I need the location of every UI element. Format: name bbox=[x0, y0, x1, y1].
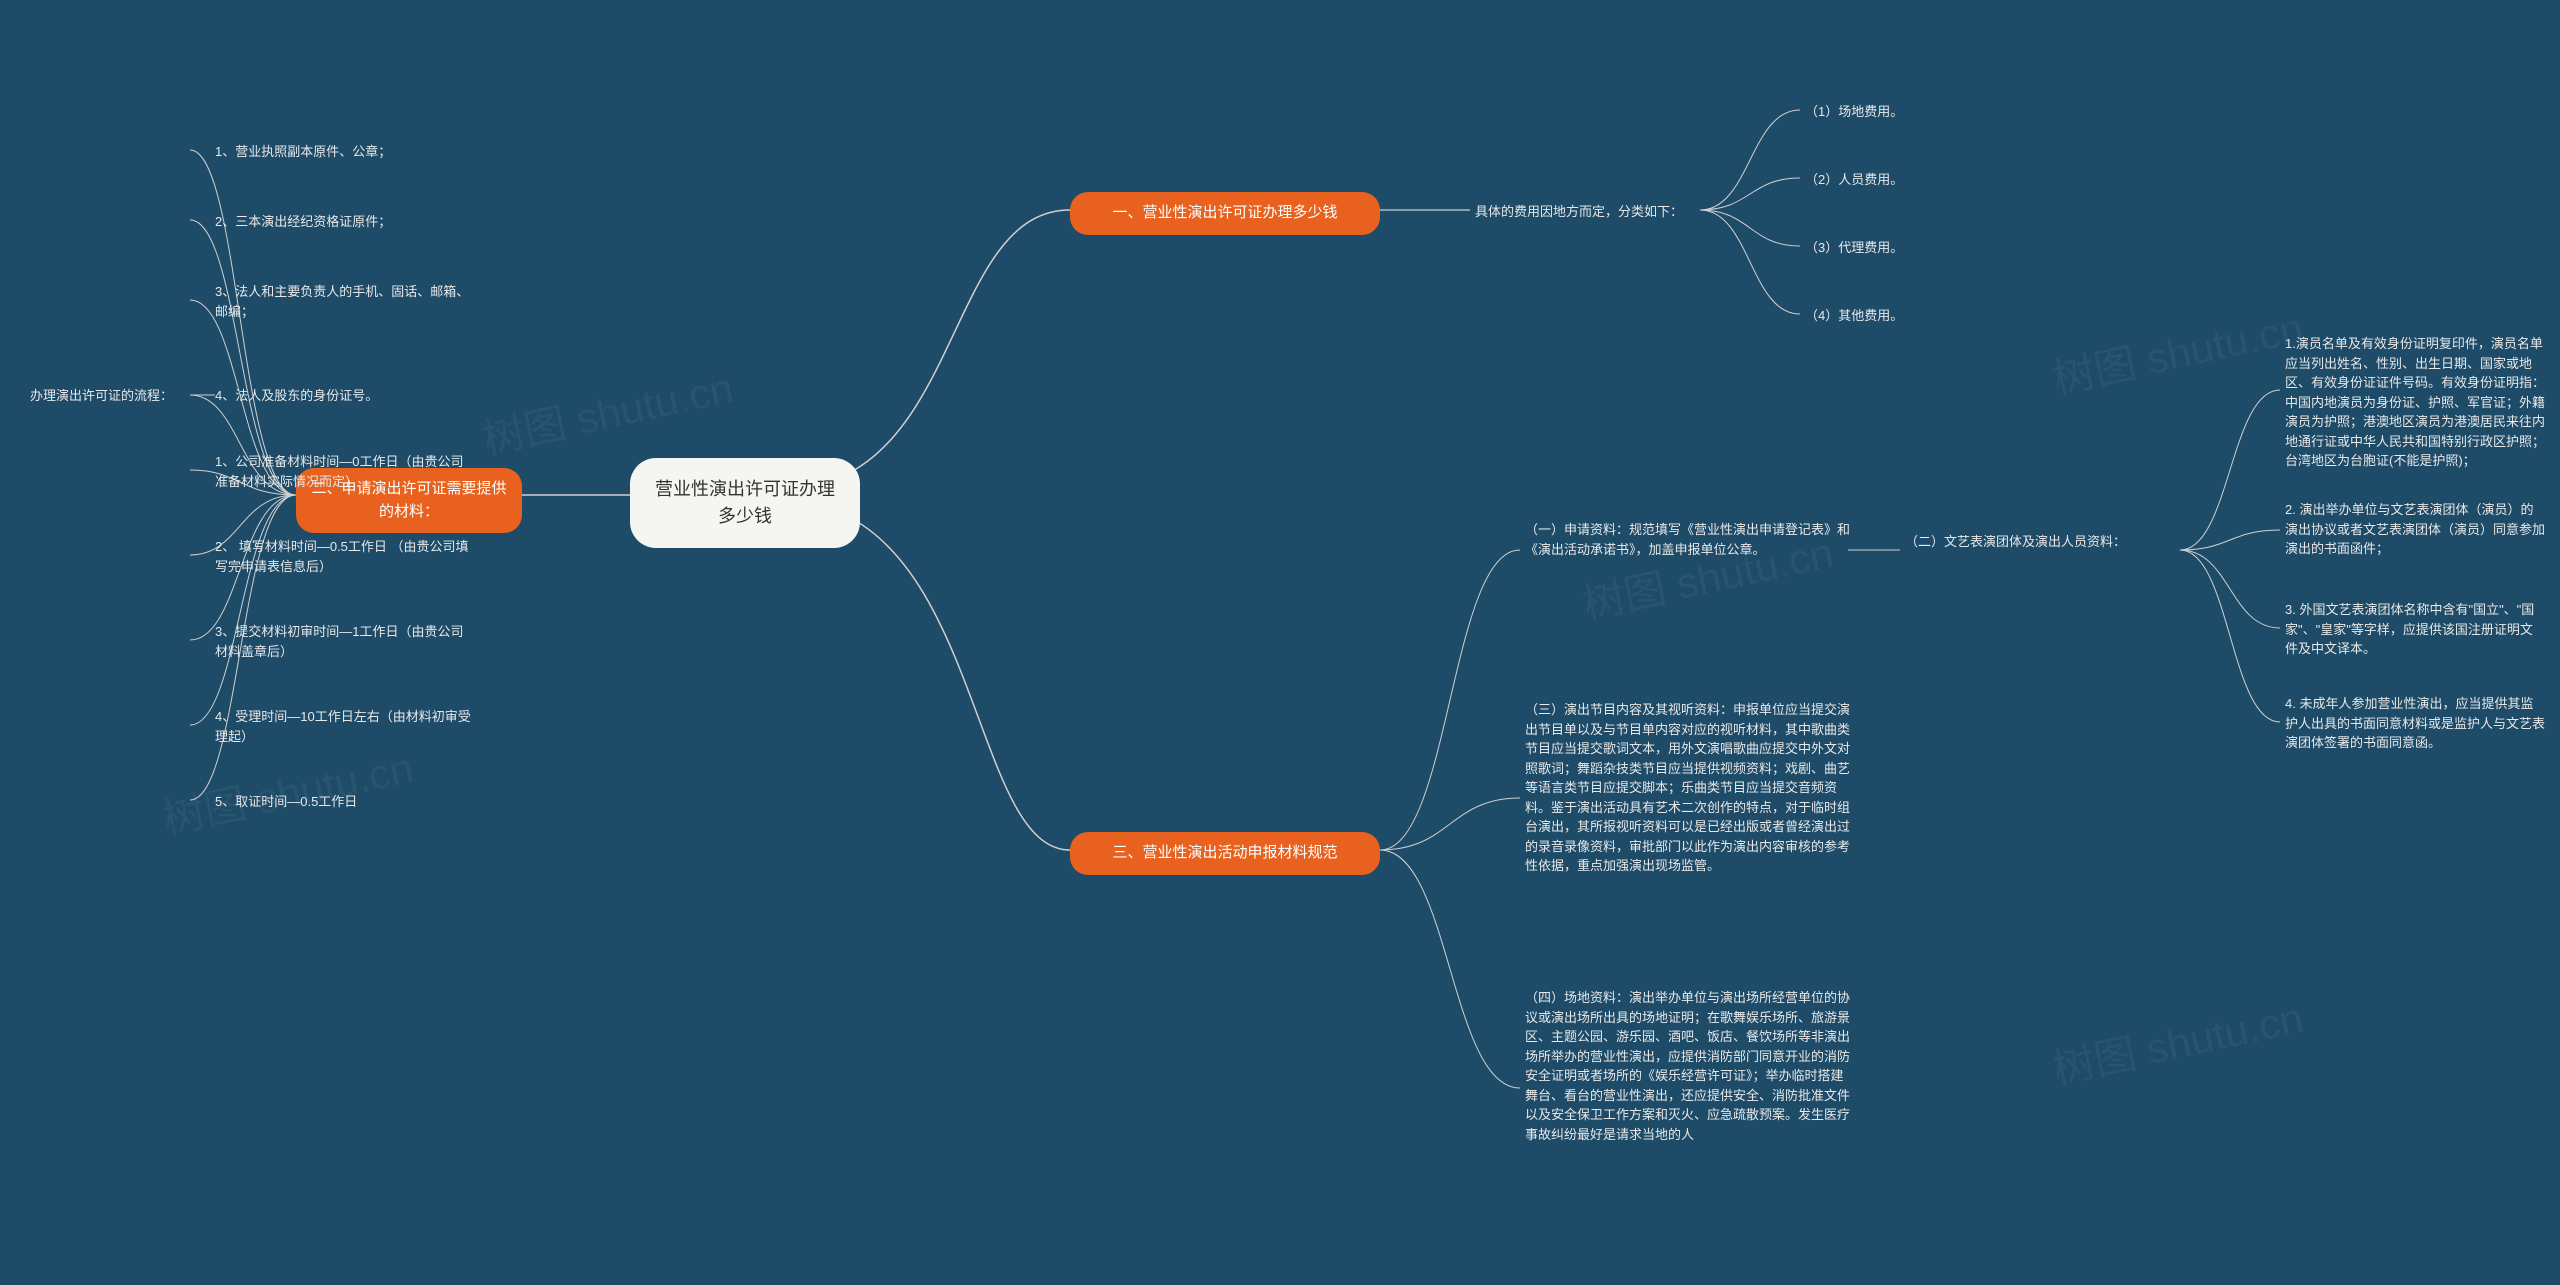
branch-2-sub: 办理演出许可证的流程： bbox=[30, 386, 190, 406]
branch-2-item: 1、营业执照副本原件、公章； bbox=[215, 142, 391, 162]
branch-3-item-1: （一）申请资料：规范填写《营业性演出申请登记表》和《演出活动承诺书》，加盖申报单… bbox=[1525, 520, 1850, 559]
branch-2-item: 3、提交材料初审时间—1工作日（由贵公司材料盖章后） bbox=[215, 622, 475, 661]
branch-3-item-4: （四）场地资料：演出举办单位与演出场所经营单位的协议或演出场所出具的场地证明；在… bbox=[1525, 988, 1855, 1144]
branch-2-item: 4、受理时间—10工作日左右（由材料初审受理起） bbox=[215, 707, 475, 746]
branch-3[interactable]: 三、营业性演出活动申报材料规范 bbox=[1070, 832, 1380, 875]
branch-1-item: （1）场地费用。 bbox=[1805, 102, 1903, 122]
branch-3-item-2-sub: 3. 外国文艺表演团体名称中含有"国立"、"国家"、"皇家"等字样，应提供该国注… bbox=[2285, 600, 2545, 659]
branch-1-sub: 具体的费用因地方而定，分类如下： bbox=[1475, 202, 1683, 222]
branch-2-item: 3、法人和主要负责人的手机、固话、邮箱、邮编； bbox=[215, 282, 475, 321]
watermark: 树图 shutu.cn bbox=[156, 734, 418, 847]
branch-3-item-2-sub: 4. 未成年人参加营业性演出，应当提供其监护人出具的书面同意材料或是监护人与文艺… bbox=[2285, 694, 2545, 753]
branch-3-item-2-sub: 1.演员名单及有效身份证明复印件，演员名单应当列出姓名、性别、出生日期、国家或地… bbox=[2285, 334, 2545, 471]
branch-2-item: 2、 填写材料时间—0.5工作日 （由贵公司填写完申请表信息后） bbox=[215, 537, 475, 576]
branch-2-item: 2、三本演出经纪资格证原件； bbox=[215, 212, 391, 232]
branch-2-item: 4、法人及股东的身份证号。 bbox=[215, 386, 378, 406]
watermark: 树图 shutu.cn bbox=[2046, 294, 2308, 407]
branch-3-item-2-sub: 2. 演出举办单位与文艺表演团体（演员）的演出协议或者文艺表演团体（演员）同意参… bbox=[2285, 500, 2545, 559]
branch-1-item: （4）其他费用。 bbox=[1805, 306, 1903, 326]
branch-2-item: 1、公司准备材料时间—0工作日（由贵公司准备材料实际情况而定） bbox=[215, 452, 475, 491]
watermark: 树图 shutu.cn bbox=[476, 354, 738, 467]
branch-1-item: （2）人员费用。 bbox=[1805, 170, 1903, 190]
branch-1-item: （3）代理费用。 bbox=[1805, 238, 1903, 258]
branch-2-item: 5、取证时间—0.5工作日 bbox=[215, 792, 357, 812]
branch-3-item-3: （三）演出节目内容及其视听资料：申报单位应当提交演出节目单以及与节目单内容对应的… bbox=[1525, 700, 1855, 876]
watermark: 树图 shutu.cn bbox=[2046, 984, 2308, 1097]
branch-1[interactable]: 一、营业性演出许可证办理多少钱 bbox=[1070, 192, 1380, 235]
branch-3-item-2: （二）文艺表演团体及演出人员资料： bbox=[1905, 532, 2180, 552]
root-node[interactable]: 营业性演出许可证办理多少钱 bbox=[630, 458, 860, 548]
